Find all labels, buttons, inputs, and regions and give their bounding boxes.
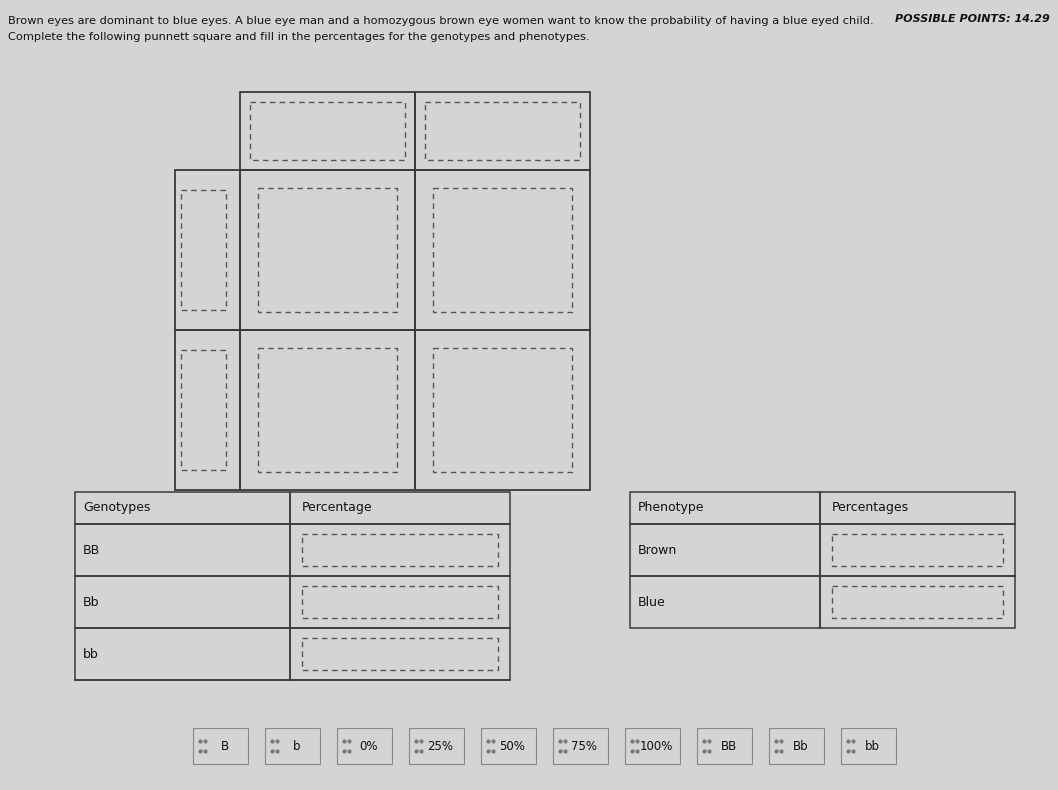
Text: Blue: Blue: [638, 596, 665, 608]
Bar: [175, 170, 240, 330]
Text: Genotypes: Genotypes: [83, 502, 150, 514]
Bar: [697, 728, 752, 764]
Bar: [630, 492, 820, 524]
Bar: [481, 728, 536, 764]
Text: b: b: [293, 739, 300, 753]
Bar: [75, 492, 290, 524]
Bar: [820, 492, 1015, 524]
Text: Bb: Bb: [792, 739, 808, 753]
Bar: [415, 330, 590, 490]
Bar: [250, 102, 405, 160]
Text: 100%: 100%: [640, 739, 673, 753]
Bar: [832, 586, 1003, 618]
Bar: [290, 492, 510, 524]
Text: Brown eyes are dominant to blue eyes. A blue eye man and a homozygous brown eye : Brown eyes are dominant to blue eyes. A …: [8, 16, 874, 26]
Text: BB: BB: [83, 544, 101, 556]
Bar: [425, 102, 580, 160]
Bar: [415, 92, 590, 170]
Bar: [258, 348, 397, 472]
Bar: [415, 170, 590, 330]
Bar: [553, 728, 608, 764]
Bar: [841, 728, 896, 764]
Bar: [240, 92, 415, 170]
Bar: [264, 728, 320, 764]
Bar: [769, 728, 824, 764]
Bar: [240, 330, 415, 490]
Text: bb: bb: [865, 739, 880, 753]
Text: POSSIBLE POINTS: 14.29: POSSIBLE POINTS: 14.29: [895, 14, 1050, 24]
Bar: [820, 524, 1015, 576]
Bar: [433, 188, 572, 312]
Bar: [290, 576, 510, 628]
Text: Phenotype: Phenotype: [638, 502, 705, 514]
Bar: [290, 628, 510, 680]
Text: Brown: Brown: [638, 544, 677, 556]
Text: B: B: [220, 739, 229, 753]
Bar: [409, 728, 464, 764]
Bar: [258, 188, 397, 312]
Bar: [75, 576, 290, 628]
Bar: [240, 170, 415, 330]
Text: Percentages: Percentages: [832, 502, 909, 514]
Bar: [175, 330, 240, 490]
Text: 0%: 0%: [360, 739, 378, 753]
Bar: [302, 638, 498, 670]
Bar: [181, 190, 226, 310]
Bar: [630, 576, 820, 628]
Text: Complete the following punnett square and fill in the percentages for the genoty: Complete the following punnett square an…: [8, 32, 589, 42]
Bar: [625, 728, 680, 764]
Bar: [338, 728, 393, 764]
Bar: [75, 628, 290, 680]
Bar: [820, 576, 1015, 628]
Bar: [290, 524, 510, 576]
Bar: [832, 534, 1003, 566]
Bar: [181, 350, 226, 470]
Bar: [630, 524, 820, 576]
Text: 75%: 75%: [571, 739, 598, 753]
Text: Bb: Bb: [83, 596, 99, 608]
Text: bb: bb: [83, 648, 98, 660]
Text: 25%: 25%: [427, 739, 454, 753]
Bar: [193, 728, 248, 764]
Text: 50%: 50%: [499, 739, 526, 753]
Bar: [75, 524, 290, 576]
Bar: [302, 534, 498, 566]
Bar: [433, 348, 572, 472]
Text: BB: BB: [720, 739, 736, 753]
Text: Percentage: Percentage: [302, 502, 372, 514]
Bar: [302, 586, 498, 618]
